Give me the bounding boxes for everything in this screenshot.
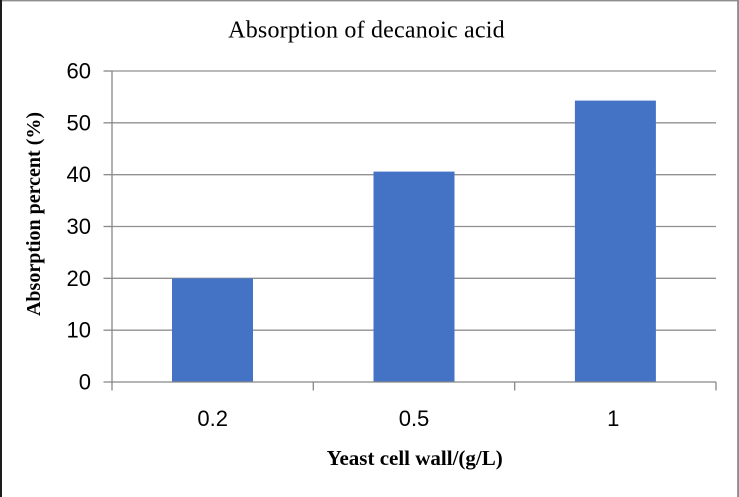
svg-text:60: 60 (67, 59, 91, 84)
svg-text:40: 40 (67, 162, 91, 187)
svg-text:0.5: 0.5 (399, 406, 430, 431)
svg-text:30: 30 (67, 214, 91, 239)
svg-text:0.2: 0.2 (197, 406, 228, 431)
svg-text:50: 50 (67, 110, 91, 135)
svg-text:Absorption of decanoic acid: Absorption of decanoic acid (228, 18, 505, 44)
svg-text:1: 1 (607, 406, 619, 431)
svg-text:0: 0 (79, 370, 91, 395)
svg-text:20: 20 (67, 266, 91, 291)
svg-text:10: 10 (67, 318, 91, 343)
svg-text:Absorption percent (%): Absorption percent (%) (23, 112, 45, 316)
svg-text:Yeast cell wall/(g/L): Yeast cell wall/(g/L) (327, 446, 503, 470)
